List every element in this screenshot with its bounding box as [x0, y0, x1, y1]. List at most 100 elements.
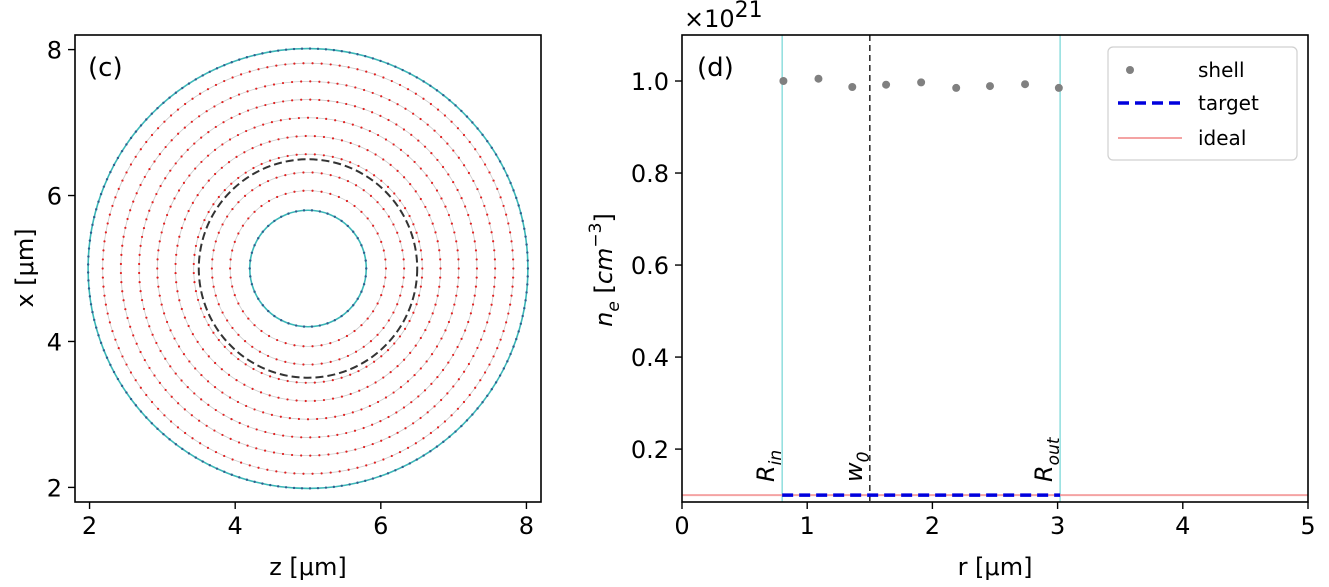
ring-point: [212, 249, 215, 252]
outer-boundary-point: [494, 153, 498, 156]
outer-boundary-point: [95, 326, 98, 329]
shell-point: [952, 83, 961, 92]
ring-point: [228, 138, 232, 141]
ring-point: [417, 294, 421, 297]
legend-ideal-label: ideal: [1198, 126, 1246, 150]
outer-boundary-point: [238, 58, 241, 61]
ring-point: [291, 435, 294, 438]
ring-point: [176, 426, 180, 429]
ring-point: [402, 258, 405, 261]
panel-d-multiplier: ×1021: [684, 0, 763, 33]
inner-boundary-point: [302, 209, 306, 212]
ring-point: [390, 454, 393, 458]
inner-boundary-point: [360, 244, 363, 247]
ring-point: [439, 267, 442, 270]
ring-point: [304, 399, 307, 403]
ring-point: [409, 351, 412, 355]
ring-point: [493, 249, 496, 252]
ring-point: [474, 148, 477, 151]
ring-point: [329, 342, 332, 345]
ring-point: [396, 303, 399, 306]
outer-boundary-point: [194, 78, 197, 81]
ring-point: [246, 425, 250, 428]
ring-point: [425, 174, 428, 177]
ring-point: [486, 213, 489, 216]
outer-boundary-point: [284, 48, 288, 51]
ring-point: [357, 164, 360, 168]
panel-c-plot-area: [86, 47, 530, 490]
ring-point: [114, 196, 117, 199]
ring-point: [214, 408, 217, 412]
ring-point: [150, 400, 154, 404]
ring-point: [376, 400, 380, 404]
outer-boundary-point: [230, 61, 233, 64]
ring-point: [469, 312, 472, 315]
ring-point: [266, 354, 270, 358]
ring-point: [460, 197, 463, 200]
ring-point: [207, 355, 210, 358]
ring-point: [121, 355, 124, 358]
ring-point: [220, 166, 223, 169]
ring-point: [392, 311, 395, 314]
ring-point: [316, 116, 319, 120]
y-tick-label: 4: [47, 328, 62, 356]
ring-point: [422, 437, 425, 440]
outer-boundary-point: [112, 163, 116, 167]
ring-point: [284, 342, 287, 345]
ring-point: [384, 138, 388, 141]
ring-point: [351, 123, 354, 126]
ring-point: [156, 267, 159, 270]
ring-point: [174, 262, 177, 266]
ring-point: [419, 249, 422, 252]
ring-point: [196, 194, 199, 197]
ring-point: [349, 373, 352, 376]
ring-point: [327, 99, 330, 102]
ring-point: [336, 82, 339, 85]
ring-point: [399, 386, 403, 389]
beam-waist-circle: [197, 158, 419, 379]
panel-d-frame: [681, 34, 1309, 503]
ring-point: [417, 240, 421, 243]
inner-boundary-point: [360, 290, 363, 293]
ring-point: [457, 276, 460, 279]
ring-point: [293, 62, 296, 65]
ring-point: [473, 294, 476, 297]
outer-boundary-point: [129, 136, 133, 140]
ring-point: [180, 307, 183, 311]
inner-boundary-point: [253, 244, 256, 247]
ring-point: [414, 442, 417, 445]
outer-boundary-point: [465, 419, 469, 422]
ring-point: [362, 345, 365, 348]
ring-point: [422, 97, 425, 100]
ring-point: [263, 85, 267, 88]
outer-boundary-point: [99, 192, 103, 196]
ring-point: [452, 180, 455, 184]
inner-boundary-point: [351, 304, 355, 307]
legend-target-label: target: [1198, 91, 1259, 115]
ring-point: [351, 411, 354, 414]
ring-point: [431, 312, 434, 315]
ring-point: [163, 222, 166, 225]
ring-point: [275, 358, 278, 361]
ring-point: [399, 148, 403, 151]
ring-point: [304, 134, 307, 138]
ring-point: [124, 308, 127, 311]
ring-point: [468, 140, 471, 144]
inner-boundary-point: [318, 324, 322, 327]
outer-boundary-point: [356, 481, 359, 484]
ring-point: [156, 258, 159, 261]
ring-point: [436, 158, 439, 162]
ring-point: [155, 341, 158, 345]
ring-point: [177, 189, 181, 192]
ring-point: [194, 289, 198, 293]
outer-boundary-point: [348, 51, 351, 54]
ring-point: [424, 328, 427, 332]
ring-point: [331, 397, 335, 400]
outer-boundary-point: [340, 484, 344, 487]
ring-point: [392, 143, 395, 146]
ring-point: [253, 408, 256, 411]
ylabel-sub: e: [604, 301, 624, 311]
ring-point: [382, 376, 385, 379]
ring-point: [384, 396, 388, 399]
ring-point: [143, 358, 146, 362]
